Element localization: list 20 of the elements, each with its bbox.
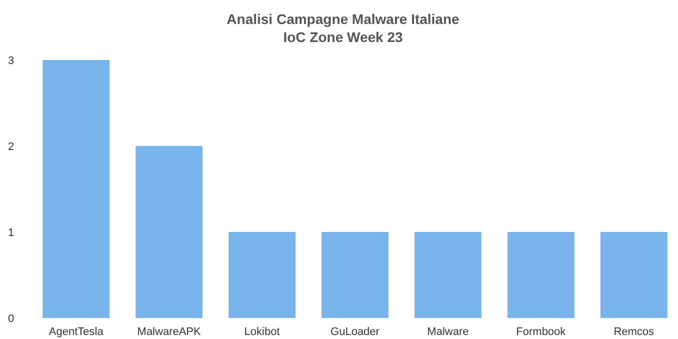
bar [507, 232, 574, 318]
y-tick-label: 3 [8, 54, 14, 67]
bar [414, 232, 482, 318]
y-tick-label: 1 [8, 226, 14, 239]
bar [42, 60, 110, 318]
x-tick-label: AgentTesla [48, 326, 104, 338]
x-tick-label: Remcos [614, 326, 655, 338]
x-tick-label: GuLoader [330, 326, 380, 338]
chart-subtitle: IoC Zone Week 23 [283, 29, 403, 45]
bar [600, 232, 668, 318]
chart-title: Analisi Campagne Malware Italiane [226, 11, 460, 27]
bar [228, 232, 296, 318]
x-tick-label: MalwareAPK [137, 326, 202, 338]
bar [322, 232, 388, 318]
x-tick-label: Formbook [516, 326, 566, 338]
y-tick-label: 0 [8, 312, 14, 325]
x-tick-label: Malware [427, 326, 469, 338]
x-tick-label: Lokibot [244, 326, 280, 338]
y-tick-label: 2 [8, 140, 14, 153]
bar [136, 146, 203, 318]
